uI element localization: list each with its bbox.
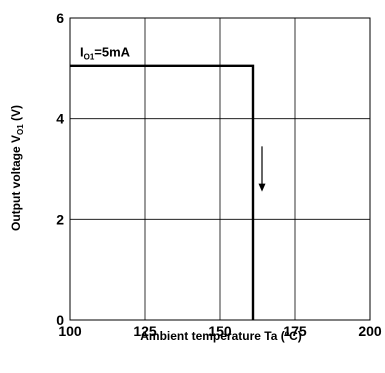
grid — [69, 17, 371, 321]
y-tick-label: 2 — [56, 211, 64, 227]
annotations: IO1=5mA — [80, 44, 266, 192]
x-tick-label: 100 — [58, 323, 82, 339]
x-tick-label: 125 — [133, 323, 157, 339]
series-line — [70, 64, 255, 320]
y-axis-label: Output voltage VO1 (V) — [9, 105, 25, 231]
annotation-part: O1 — [84, 52, 95, 61]
x-tick-label: 200 — [358, 323, 382, 339]
y-axis-label-main: Output voltage V — [9, 135, 23, 231]
series-layer — [70, 64, 255, 320]
series-annotation: IO1=5mA — [80, 44, 131, 61]
x-axis-label: Ambient temperature Ta (ºC) — [140, 329, 302, 343]
y-tick-label: 6 — [56, 10, 64, 26]
y-axis-label-sub: O1 — [16, 124, 25, 135]
x-tick-label: 150 — [208, 323, 232, 339]
y-axis-label-unit: (V) — [9, 105, 23, 124]
y-tick-label: 4 — [56, 111, 64, 127]
x-tick-label: 175 — [283, 323, 307, 339]
annotation-part: I — [80, 44, 84, 59]
annotation-part: =5mA — [94, 44, 130, 59]
arrow-down-icon — [258, 183, 266, 192]
tick-labels: 100 125 150 175 200 0 2 4 6 — [56, 10, 382, 339]
y-tick-label: 0 — [56, 312, 64, 328]
